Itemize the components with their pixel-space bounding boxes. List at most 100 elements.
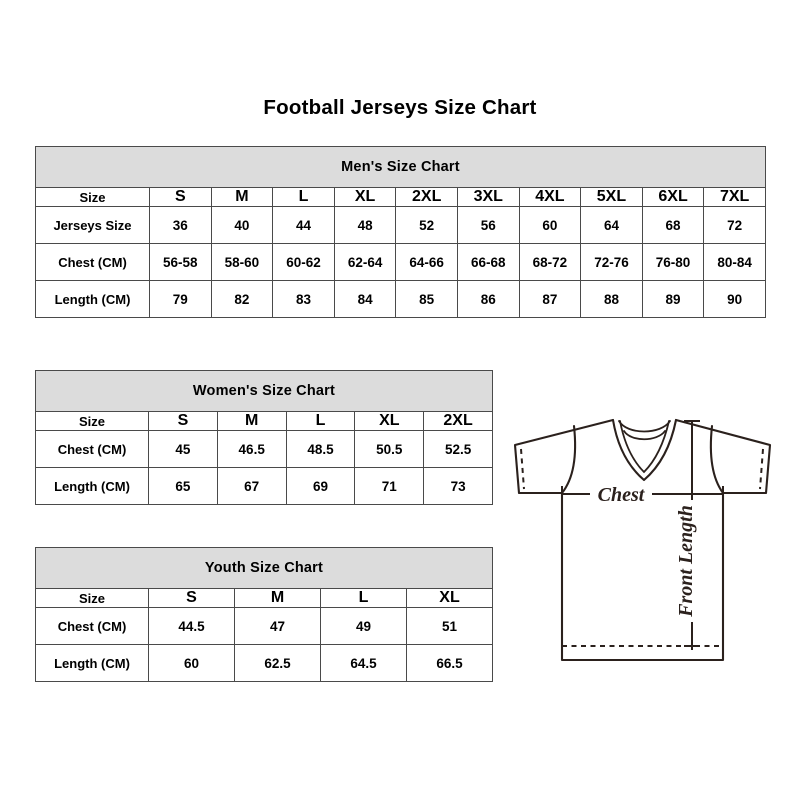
table-row: Chest (CM) 45 46.5 48.5 50.5 52.5: [35, 430, 493, 468]
table-cell: 86: [456, 280, 520, 318]
jersey-right-sleeve-outline: [674, 418, 772, 495]
column-header: Size: [35, 411, 149, 431]
youth-table-caption: Youth Size Chart: [35, 547, 493, 589]
table-cell: 67: [216, 467, 287, 505]
table-cell: 89: [641, 280, 705, 318]
column-header: S: [149, 187, 212, 207]
mens-size-table: Men's Size Chart Size S M L XL 2XL 3XL 4…: [35, 146, 766, 318]
mens-table-caption: Men's Size Chart: [35, 146, 766, 188]
row-label: Length (CM): [35, 644, 149, 682]
table-cell: 60: [518, 206, 582, 244]
table-cell: 68-72: [518, 243, 582, 281]
jersey-left-cuff-seam: [520, 448, 525, 490]
column-header: S: [148, 411, 218, 431]
table-cell: 49: [320, 607, 407, 645]
table-cell: 71: [354, 467, 425, 505]
column-header: 3XL: [456, 187, 520, 207]
column-header: 5XL: [580, 187, 643, 207]
table-cell: 79: [149, 280, 212, 318]
row-label: Chest (CM): [35, 243, 150, 281]
table-cell: 51: [406, 607, 493, 645]
column-header: 6XL: [641, 187, 705, 207]
womens-table-caption: Women's Size Chart: [35, 370, 493, 412]
column-header: 4XL: [518, 187, 582, 207]
column-header: L: [285, 411, 356, 431]
table-row: Chest (CM) 44.5 47 49 51: [35, 607, 493, 645]
table-cell: 87: [518, 280, 582, 318]
page-title: Football Jerseys Size Chart: [263, 96, 537, 119]
front-length-label: Front Length: [675, 505, 697, 618]
table-cell: 64.5: [320, 644, 407, 682]
table-cell: 58-60: [210, 243, 274, 281]
table-caption-row: Women's Size Chart: [35, 370, 493, 412]
jersey-left-sleeve-outline: [513, 418, 615, 495]
table-cell: 82: [210, 280, 274, 318]
table-cell: 50.5: [354, 430, 425, 468]
column-header: 2XL: [423, 411, 493, 431]
row-label: Chest (CM): [35, 607, 149, 645]
jersey-collar-rib-upper: [618, 420, 671, 433]
table-cell: 52: [395, 206, 458, 244]
jersey-right-armhole: [709, 424, 725, 495]
womens-size-table: Women's Size Chart Size S M L XL 2XL Che…: [35, 370, 493, 505]
column-header: L: [272, 187, 335, 207]
jersey-vneck-inner: [619, 420, 670, 474]
table-cell: 72: [703, 206, 766, 244]
table-row: Length (CM) 60 62.5 64.5 66.5: [35, 644, 493, 682]
column-header: XL: [354, 411, 425, 431]
table-row: Length (CM) 79 82 83 84 85 86 87 88 89 9…: [35, 280, 766, 318]
row-label: Jerseys Size: [35, 206, 150, 244]
table-row: Length (CM) 65 67 69 71 73: [35, 467, 493, 505]
table-row: Chest (CM) 56-58 58-60 60-62 62-64 64-66…: [35, 243, 766, 281]
table-cell: 47: [234, 607, 321, 645]
column-header: M: [234, 588, 321, 608]
jersey-vneck-outer: [611, 418, 678, 482]
table-cell: 80-84: [703, 243, 766, 281]
table-caption-row: Men's Size Chart: [35, 146, 766, 188]
chest-label: Chest: [598, 484, 646, 506]
table-cell: 69: [285, 467, 356, 505]
column-header: S: [148, 588, 235, 608]
table-cell: 68: [641, 206, 705, 244]
table-cell: 90: [703, 280, 766, 318]
table-cell: 62-64: [333, 243, 397, 281]
table-cell: 56-58: [149, 243, 212, 281]
jersey-measurement-diagram: Chest Front Length: [500, 388, 785, 688]
table-cell: 66.5: [406, 644, 493, 682]
table-cell: 73: [423, 467, 493, 505]
table-cell: 72-76: [580, 243, 643, 281]
column-header: 2XL: [395, 187, 458, 207]
row-label: Chest (CM): [35, 430, 149, 468]
table-cell: 84: [333, 280, 397, 318]
row-label: Length (CM): [35, 280, 150, 318]
column-header: Size: [35, 187, 150, 207]
table-cell: 65: [148, 467, 218, 505]
table-cell: 44: [272, 206, 335, 244]
table-header-row: Size S M L XL: [35, 588, 493, 608]
column-header: 7XL: [703, 187, 766, 207]
table-cell: 76-80: [641, 243, 705, 281]
table-cell: 44.5: [148, 607, 235, 645]
table-row: Jerseys Size 36 40 44 48 52 56 60 64 68 …: [35, 206, 766, 244]
table-header-row: Size S M L XL 2XL 3XL 4XL 5XL 6XL 7XL: [35, 187, 766, 207]
table-cell: 45: [148, 430, 218, 468]
table-cell: 46.5: [216, 430, 287, 468]
table-cell: 36: [149, 206, 212, 244]
column-header: M: [216, 411, 287, 431]
column-header: M: [210, 187, 274, 207]
column-header: XL: [406, 588, 493, 608]
table-cell: 85: [395, 280, 458, 318]
table-cell: 83: [272, 280, 335, 318]
jersey-collar-rib-lower: [623, 430, 666, 441]
column-header: XL: [333, 187, 397, 207]
youth-size-table: Youth Size Chart Size S M L XL Chest (CM…: [35, 547, 493, 682]
column-header: L: [320, 588, 407, 608]
table-cell: 88: [580, 280, 643, 318]
table-cell: 48: [333, 206, 397, 244]
jersey-right-cuff-seam: [759, 448, 764, 490]
table-cell: 56: [456, 206, 520, 244]
table-cell: 66-68: [456, 243, 520, 281]
table-cell: 60: [148, 644, 235, 682]
jersey-left-armhole: [560, 424, 577, 495]
table-cell: 64-66: [395, 243, 458, 281]
